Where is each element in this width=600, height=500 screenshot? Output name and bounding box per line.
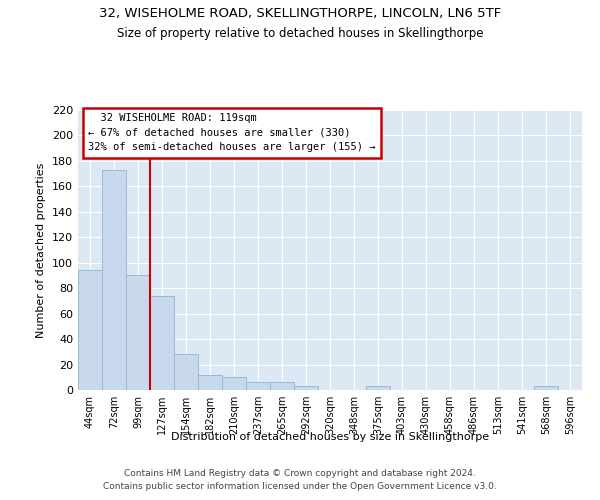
Bar (294, 386, 318, 390)
Y-axis label: Number of detached properties: Number of detached properties (37, 162, 46, 338)
Text: 32, WISEHOLME ROAD, SKELLINGTHORPE, LINCOLN, LN6 5TF: 32, WISEHOLME ROAD, SKELLINGTHORPE, LINC… (99, 8, 501, 20)
Bar (246, 382, 270, 390)
Bar (78, 270, 102, 390)
Text: Contains HM Land Registry data © Crown copyright and database right 2024.: Contains HM Land Registry data © Crown c… (124, 468, 476, 477)
Text: Distribution of detached houses by size in Skellingthorpe: Distribution of detached houses by size … (171, 432, 489, 442)
Bar (534, 386, 558, 390)
Bar (366, 386, 390, 390)
Text: 32 WISEHOLME ROAD: 119sqm  
← 67% of detached houses are smaller (330)
32% of se: 32 WISEHOLME ROAD: 119sqm ← 67% of detac… (88, 113, 376, 152)
Bar (270, 382, 294, 390)
Bar (222, 378, 246, 390)
Bar (198, 374, 222, 390)
Bar (126, 276, 150, 390)
Bar (102, 170, 126, 390)
Bar (150, 296, 174, 390)
Bar (174, 354, 198, 390)
Text: Size of property relative to detached houses in Skellingthorpe: Size of property relative to detached ho… (117, 28, 483, 40)
Text: Contains public sector information licensed under the Open Government Licence v3: Contains public sector information licen… (103, 482, 497, 491)
